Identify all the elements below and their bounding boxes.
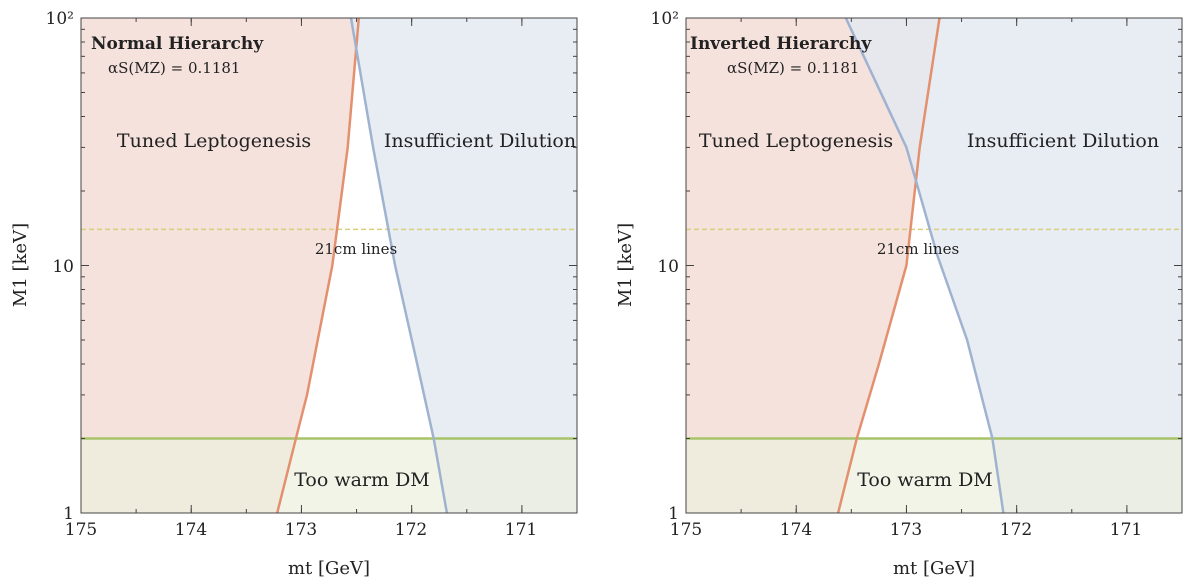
y-axis-label: M1 [keV]: [615, 223, 636, 307]
y-tick-label: 10²: [46, 9, 74, 29]
x-axis-label: mt [GeV]: [893, 558, 975, 579]
region-label-insufficient-dilution: Insufficient Dilution: [384, 130, 576, 152]
region-label-too-warm-dm: Too warm DM: [857, 469, 993, 491]
panel-subtitle: αS(MZ) = 0.1181: [727, 59, 859, 77]
insufficient-dilution-boundary: [844, 18, 1005, 513]
region-label-tuned-leptogenesis: Tuned Leptogenesis: [117, 130, 311, 152]
x-tick-label: 175: [670, 520, 702, 540]
region-label-too-warm-dm: Too warm DM: [294, 469, 430, 491]
y-axis-label: M1 [keV]: [10, 223, 31, 307]
tuned-leptogenesis-boundary: [836, 18, 941, 513]
panel-inverted-hierarchy: Inverted Hierarchy αS(MZ) = 0.1181 Tuned…: [615, 9, 1183, 579]
panel-title: Inverted Hierarchy: [690, 34, 872, 54]
x-tick-label: 174: [175, 520, 207, 540]
label-21cm-lines: 21cm lines: [315, 240, 397, 258]
x-tick-label: 172: [395, 520, 427, 540]
insufficient-dilution-region: [351, 18, 577, 513]
label-21cm-lines: 21cm lines: [877, 240, 959, 258]
insufficient-dilution-boundary: [349, 18, 449, 513]
y-tick-label: 10²: [651, 9, 679, 29]
tick-marks: [80, 17, 578, 514]
x-tick-label: 171: [1110, 520, 1142, 540]
tuned-leptogenesis-boundary: [275, 18, 361, 513]
region-label-insufficient-dilution: Insufficient Dilution: [967, 130, 1159, 152]
too-warm-dm-region: [81, 438, 577, 513]
tick-marks: [685, 17, 1183, 514]
too-warm-dm-region: [686, 438, 1182, 513]
panel-title: Normal Hierarchy: [91, 34, 264, 54]
x-tick-label: 171: [505, 520, 537, 540]
tuned-leptogenesis-region: [81, 18, 359, 513]
x-tick-label: 173: [285, 520, 317, 540]
x-axis-label: mt [GeV]: [288, 558, 370, 579]
x-tick-label: 172: [1000, 520, 1032, 540]
y-tick-label: 10: [657, 257, 679, 277]
panel-normal-hierarchy: Normal Hierarchy αS(MZ) = 0.1181 Tuned L…: [10, 9, 578, 579]
y-tick-label: 1: [63, 504, 74, 524]
insufficient-dilution-region: [845, 18, 1182, 513]
y-tick-label: 10: [52, 257, 74, 277]
x-tick-label: 174: [780, 520, 812, 540]
y-tick-label: 1: [668, 504, 679, 524]
region-label-tuned-leptogenesis: Tuned Leptogenesis: [699, 130, 893, 152]
tuned-leptogenesis-region: [686, 18, 940, 513]
x-tick-label: 173: [890, 520, 922, 540]
panel-subtitle: αS(MZ) = 0.1181: [108, 59, 240, 77]
x-tick-label: 175: [65, 520, 97, 540]
